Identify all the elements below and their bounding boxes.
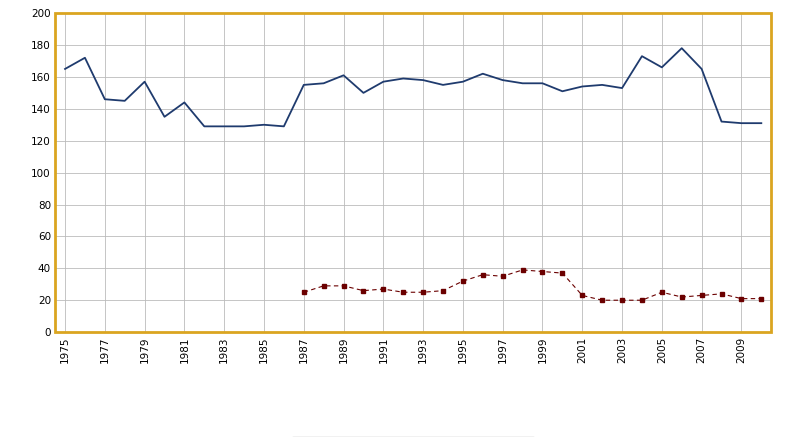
Road	[140, 79, 150, 84]
Coastwise shipping	[438, 288, 448, 293]
Road	[518, 81, 527, 86]
Road	[737, 121, 746, 126]
Coastwise shipping	[558, 271, 567, 276]
Road	[717, 119, 726, 124]
Coastwise shipping	[657, 290, 667, 295]
Road	[677, 45, 686, 51]
Road	[179, 100, 189, 105]
Road	[597, 82, 607, 87]
Road	[756, 121, 766, 126]
Coastwise shipping	[677, 295, 686, 300]
Coastwise shipping	[518, 267, 527, 273]
Road	[617, 86, 626, 91]
Road	[61, 66, 70, 72]
Road	[697, 66, 707, 72]
Coastwise shipping	[737, 296, 746, 301]
Coastwise shipping	[359, 288, 368, 293]
Road	[637, 54, 647, 59]
Coastwise shipping	[597, 298, 607, 303]
Road	[120, 98, 129, 104]
Coastwise shipping	[458, 278, 467, 284]
Road	[359, 90, 368, 95]
Coastwise shipping	[299, 290, 309, 295]
Coastwise shipping	[498, 274, 508, 279]
Road	[80, 55, 90, 60]
Road	[220, 124, 229, 129]
Coastwise shipping	[398, 290, 408, 295]
Road	[379, 79, 388, 84]
Road	[657, 65, 667, 70]
Road	[538, 81, 547, 86]
Road	[419, 77, 428, 83]
Road	[478, 71, 487, 76]
Coastwise shipping	[756, 296, 766, 301]
Coastwise shipping	[717, 291, 726, 296]
Road	[578, 84, 587, 89]
Coastwise shipping	[697, 293, 707, 298]
Line: Coastwise shipping: Coastwise shipping	[302, 268, 763, 302]
Road	[339, 73, 349, 78]
Road	[398, 76, 408, 81]
Road	[279, 124, 289, 129]
Coastwise shipping	[538, 269, 547, 274]
Coastwise shipping	[419, 290, 428, 295]
Coastwise shipping	[637, 298, 647, 303]
Road	[239, 124, 249, 129]
Coastwise shipping	[339, 283, 349, 288]
Road	[200, 124, 209, 129]
Road	[319, 81, 328, 86]
Coastwise shipping	[478, 272, 487, 277]
Coastwise shipping	[319, 283, 328, 288]
Road	[299, 82, 309, 87]
Road	[259, 122, 268, 128]
Coastwise shipping	[617, 298, 626, 303]
Road	[100, 97, 109, 102]
Coastwise shipping	[379, 286, 388, 291]
Road	[558, 89, 567, 94]
Road	[458, 79, 467, 84]
Road	[498, 77, 508, 83]
Road	[438, 82, 448, 87]
Road	[160, 114, 169, 119]
Coastwise shipping	[578, 293, 587, 298]
Line: Road: Road	[65, 48, 761, 126]
